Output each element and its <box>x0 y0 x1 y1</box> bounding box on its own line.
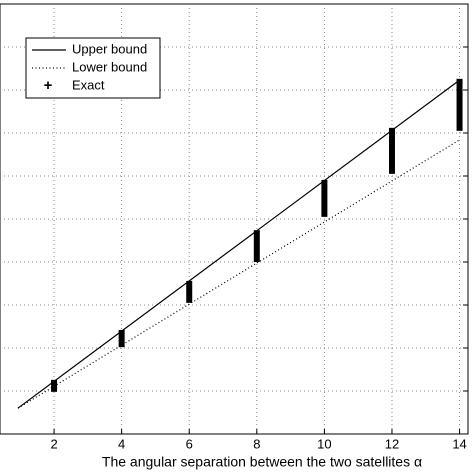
x-tick-label: 6 <box>186 436 193 451</box>
exact-range <box>321 179 328 217</box>
exact-range <box>388 127 395 174</box>
exact-range <box>186 280 193 303</box>
bound-line <box>17 79 460 409</box>
x-tick-label: 4 <box>118 436 125 451</box>
exact-range <box>253 230 260 262</box>
x-tick-label: 2 <box>50 436 57 451</box>
legend-marker: + <box>44 77 53 94</box>
exact-range <box>118 329 125 348</box>
legend-label: Upper bound <box>72 41 147 56</box>
x-axis-label: The angular separation between the two s… <box>102 454 422 470</box>
x-tick-label: 10 <box>317 436 331 451</box>
legend-label: Lower bound <box>72 59 147 74</box>
bound-line <box>17 139 460 409</box>
x-tick-label: 12 <box>385 436 399 451</box>
legend-label: Exact <box>72 77 105 92</box>
x-tick-label: 14 <box>452 436 466 451</box>
x-tick-label: 8 <box>253 436 260 451</box>
exact-range <box>456 78 463 131</box>
legend-box <box>25 37 161 99</box>
exact-range <box>51 379 58 392</box>
